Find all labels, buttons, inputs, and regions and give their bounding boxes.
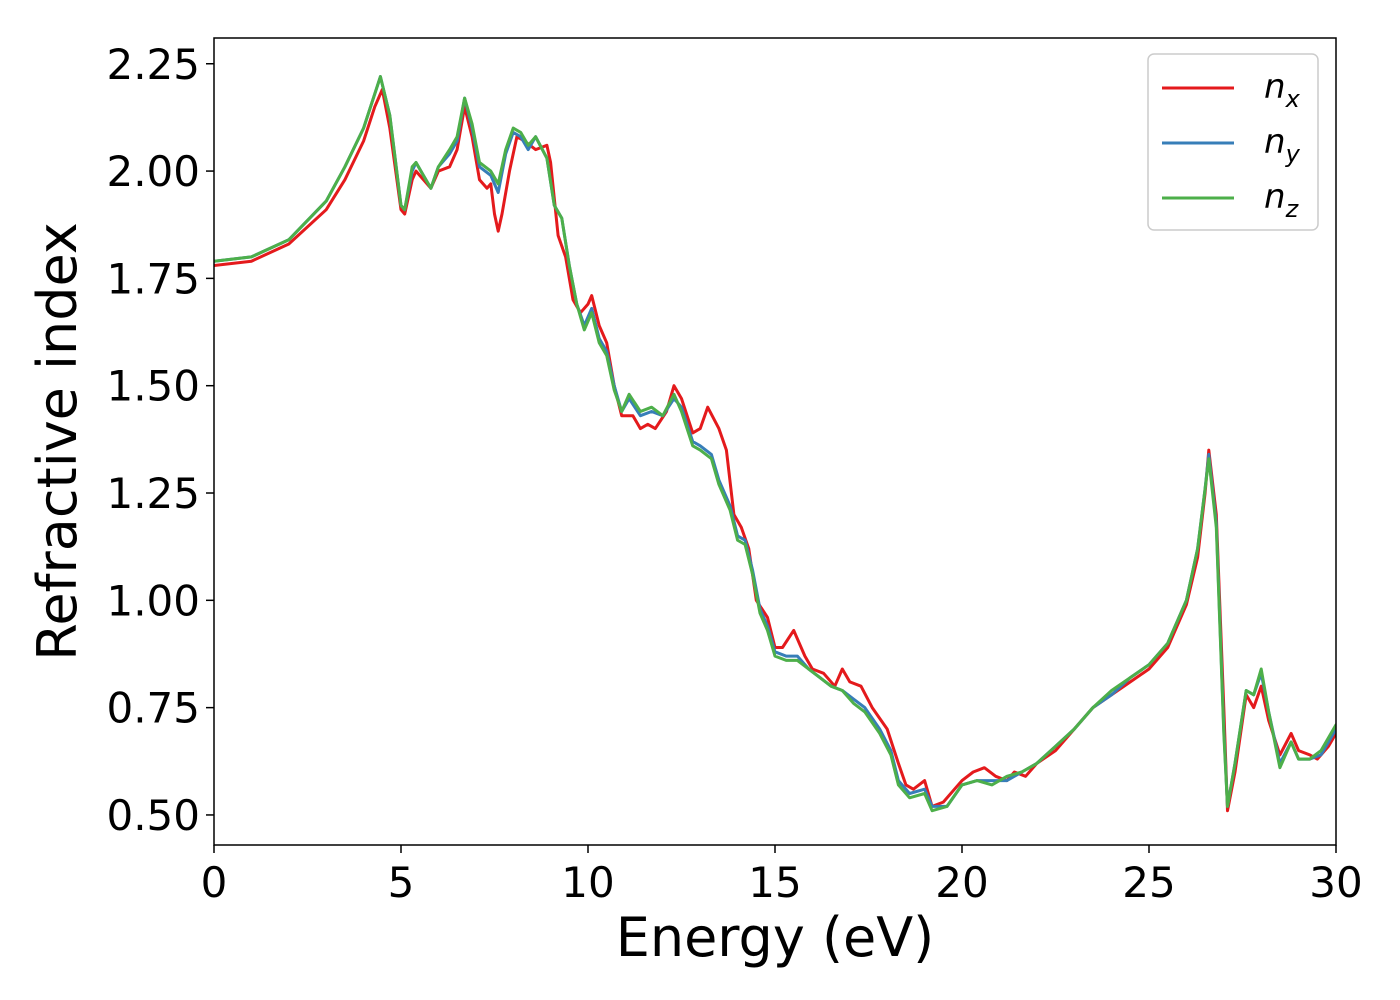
x-tick-label: 5 <box>388 858 415 907</box>
y-tick-label: 1.50 <box>106 362 200 411</box>
y-tick-label: 2.25 <box>106 40 200 89</box>
y-tick-label: 2.00 <box>106 147 200 196</box>
series-line-x <box>214 88 1336 813</box>
x-tick-label: 25 <box>1122 858 1175 907</box>
x-tick-label: 30 <box>1309 858 1362 907</box>
y-axis-ticks: 0.50 0.75 1.00 1.25 1.50 1.75 2.00 2.25 <box>106 40 214 840</box>
x-axis-label: Energy (eV) <box>616 906 935 969</box>
x-axis-ticks: 0 5 10 15 20 25 30 <box>201 845 1363 907</box>
y-tick-label: 1.00 <box>106 576 200 625</box>
series-line-z <box>214 75 1336 813</box>
y-tick-label: 0.50 <box>106 791 200 840</box>
x-tick-label: 0 <box>201 858 228 907</box>
x-tick-label: 10 <box>561 858 614 907</box>
y-tick-label: 1.25 <box>106 469 200 518</box>
x-tick-label: 15 <box>748 858 801 907</box>
y-tick-label: 0.75 <box>106 684 200 733</box>
x-tick-label: 20 <box>935 858 988 907</box>
y-axis-label: Refractive index <box>26 222 89 661</box>
series-layer <box>214 75 1336 813</box>
y-tick-label: 1.75 <box>106 254 200 303</box>
